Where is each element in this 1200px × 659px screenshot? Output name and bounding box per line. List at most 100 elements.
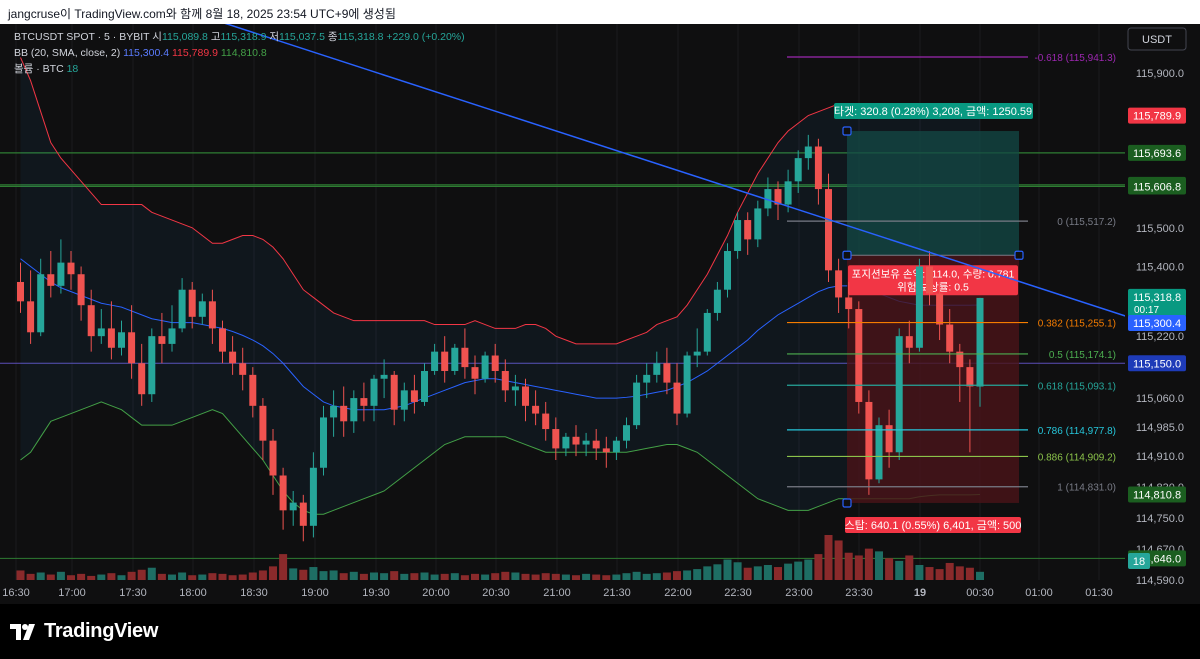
candle-body: [501, 370, 509, 391]
stop-label-text: 스탑: 640.1 (0.55%) 6,401, 금액: 500: [845, 519, 1022, 532]
price-chart[interactable]: 타겟: 320.8 (0.28%) 3,208, 금액: 1250.59 포지션보…: [0, 0, 1200, 604]
volume-bar: [178, 572, 187, 580]
candle-body: [522, 386, 529, 406]
volume-bar: [521, 573, 530, 580]
candle-body: [97, 328, 105, 337]
candle-body: [37, 274, 45, 333]
fib-label-6: 0.886 (114,909.2): [1038, 452, 1116, 463]
candle-body: [491, 355, 499, 371]
candle-body: [855, 309, 863, 402]
candle: [350, 390, 358, 433]
volume-bar: [228, 575, 237, 580]
candle: [835, 258, 843, 313]
candle: [37, 258, 45, 337]
candle: [299, 494, 307, 542]
volume-bar: [440, 573, 449, 580]
volume-bar: [965, 567, 974, 580]
candle-body: [875, 425, 883, 480]
candle-body: [754, 208, 762, 240]
candle: [562, 432, 570, 457]
level-tag-3-bg: [1128, 355, 1186, 372]
volume-bar: [955, 566, 964, 580]
candle-body: [673, 382, 681, 414]
volume-bar: [501, 571, 510, 580]
volume-bar: [814, 554, 823, 580]
x-tick-label: 20:00: [422, 587, 450, 599]
bb-value: 115,300.4: [123, 47, 172, 59]
chart-pane[interactable]: 타겟: 320.8 (0.28%) 3,208, 금액: 1250.59 포지션보…: [0, 0, 1200, 604]
candle: [148, 328, 156, 402]
candle-body: [744, 220, 752, 240]
candle-body: [299, 502, 307, 526]
volume-bar: [359, 573, 368, 580]
legend-symbol[interactable]: BTCUSDT SPOT · 5 · BYBIT: [14, 31, 152, 43]
x-tick-label: 19: [914, 587, 926, 599]
volume-bar: [491, 573, 500, 580]
bb-basis-tag-text: 115,300.4: [1133, 318, 1181, 330]
volume-bar: [188, 575, 197, 580]
candle: [895, 328, 903, 461]
candle: [188, 281, 196, 329]
volume-bar: [582, 573, 591, 580]
ohlc-label: 저: [269, 31, 279, 43]
volume-bar: [875, 551, 883, 580]
x-tick-label: 01:30: [1085, 587, 1113, 599]
footer: TradingView: [0, 604, 1200, 659]
candle-body: [713, 289, 721, 313]
level-tag-2-text: 115,606.8: [1133, 181, 1181, 193]
volume-bar: [905, 555, 914, 580]
candle-body: [532, 405, 540, 414]
volume-bar: [248, 572, 257, 580]
candle-body: [400, 390, 408, 410]
candle: [915, 258, 923, 352]
volume-bar: [784, 563, 793, 580]
volume-bar: [713, 564, 722, 580]
candle-body: [764, 189, 772, 209]
volume-bar: [269, 566, 277, 580]
volume-bars: [16, 535, 984, 580]
candle: [198, 293, 206, 325]
y-tick-label: 114,910.0: [1136, 451, 1184, 463]
volume-bar: [400, 573, 409, 580]
candle-body: [946, 324, 954, 352]
volume-bar: [864, 548, 873, 580]
volume-bar: [450, 573, 459, 580]
candle: [501, 359, 509, 402]
candle-body: [926, 266, 933, 294]
candle: [491, 343, 499, 383]
candle-body: [885, 425, 893, 453]
candle: [744, 212, 752, 255]
volume-bar: [460, 575, 469, 580]
ohlc-change: +229.0 (+0.20%): [386, 31, 464, 43]
volume-bar: [56, 571, 65, 580]
candles: [17, 134, 984, 542]
x-tick-label: 17:30: [119, 587, 147, 599]
candle-body: [410, 390, 418, 402]
candle-body: [178, 289, 186, 329]
volume-label[interactable]: 볼륨 · BTC: [14, 63, 67, 75]
candle: [390, 370, 398, 426]
volume-bar: [410, 573, 419, 580]
candle: [138, 343, 146, 406]
currency-button[interactable]: USDT: [1127, 27, 1187, 51]
volume-bar: [945, 562, 954, 580]
position-handle-3: [842, 498, 852, 508]
volume-bar: [834, 540, 843, 580]
x-tick-label: 21:30: [603, 587, 631, 599]
candle-body: [158, 336, 166, 344]
volume-bar: [895, 560, 904, 580]
candle-body: [481, 355, 489, 379]
tradingview-logo[interactable]: TradingView: [10, 620, 158, 643]
candle-body: [703, 312, 711, 352]
bb-label[interactable]: BB (20, SMA, close, 2): [14, 47, 123, 59]
bb-value: 115,789.9: [172, 47, 221, 59]
candle-body: [895, 336, 903, 453]
target-label: 타겟: 320.8 (0.28%) 3,208, 금액: 1250.59: [834, 103, 1033, 120]
candle: [259, 398, 267, 461]
candle-body: [724, 251, 731, 290]
candle: [320, 405, 327, 476]
volume-bar: [97, 574, 106, 580]
watermark-text: jangcruse이 TradingView.com와 함께 8월 18, 20…: [8, 7, 396, 21]
candle-body: [905, 336, 913, 348]
candle: [976, 297, 984, 407]
